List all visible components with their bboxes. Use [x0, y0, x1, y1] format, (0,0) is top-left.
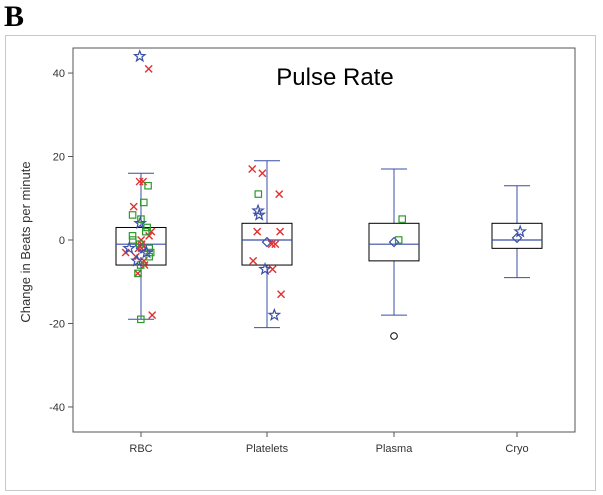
data-point-square [394, 236, 403, 244]
data-point-x [271, 240, 280, 249]
data-point-square [137, 315, 145, 324]
data-point-x [267, 240, 276, 249]
chart-frame [5, 35, 596, 491]
data-point-x [249, 256, 258, 265]
data-point-square [141, 227, 150, 236]
data-point-star [267, 307, 282, 321]
data-point-x [144, 64, 153, 73]
data-point-x [258, 169, 267, 178]
box-iqr [115, 226, 167, 266]
x-tick-label: Plasma [376, 443, 414, 455]
plot-area: -40 -20 0 20 40 RBC Platelets Plasma Cryo [49, 47, 576, 455]
data-point-star [122, 241, 136, 255]
y-axis-title: Change in Beats per minute [18, 161, 33, 322]
data-point-star [252, 207, 267, 221]
data-point-square [128, 211, 137, 219]
box-iqr [491, 222, 543, 249]
data-point-square [134, 269, 142, 278]
y-tick-label: 0 [59, 235, 65, 247]
data-point-x [253, 227, 262, 236]
data-point-x [133, 269, 142, 278]
data-point-star [133, 216, 148, 230]
chart-title: Pulse Rate [276, 64, 393, 91]
data-point-star [513, 224, 528, 238]
data-point-square [143, 223, 151, 232]
x-tick-label: Platelets [246, 443, 289, 455]
data-point-star [130, 253, 144, 267]
y-tick-label: 20 [53, 152, 65, 164]
x-tick-label: Cryo [505, 443, 528, 455]
box-iqr [241, 222, 293, 266]
data-point-square [254, 190, 263, 198]
data-point-x [140, 261, 149, 270]
data-point-x [135, 177, 144, 186]
data-point-square [146, 248, 155, 257]
data-point-square [139, 198, 148, 207]
mean-marker [511, 232, 523, 244]
x-tick-label: RBC [129, 443, 152, 455]
data-point-x [276, 227, 285, 236]
data-point-square [136, 261, 145, 269]
data-point-star [132, 49, 147, 63]
data-point-x [148, 311, 157, 320]
data-point-x [248, 165, 257, 174]
mean-marker [261, 236, 273, 248]
y-tick-label: -20 [49, 318, 65, 330]
box-iqr [368, 222, 420, 262]
y-tick-label: -40 [49, 402, 65, 414]
data-point-x [277, 290, 286, 299]
data-point-square [137, 215, 145, 223]
data-point-x [275, 190, 284, 199]
data-point-star [139, 245, 154, 259]
mean-marker [388, 236, 400, 248]
data-point-x [129, 202, 138, 211]
data-point-star [258, 261, 272, 276]
data-point-x [268, 265, 277, 274]
data-point-square [128, 232, 137, 240]
y-tick-label: 40 [53, 68, 65, 80]
data-point-square [144, 181, 152, 190]
panel-label: B [4, 0, 25, 33]
data-point-x [145, 231, 154, 240]
data-point-square [135, 240, 144, 248]
data-point-square [128, 236, 137, 244]
data-point-square [398, 215, 407, 223]
outlier-point [390, 332, 398, 340]
